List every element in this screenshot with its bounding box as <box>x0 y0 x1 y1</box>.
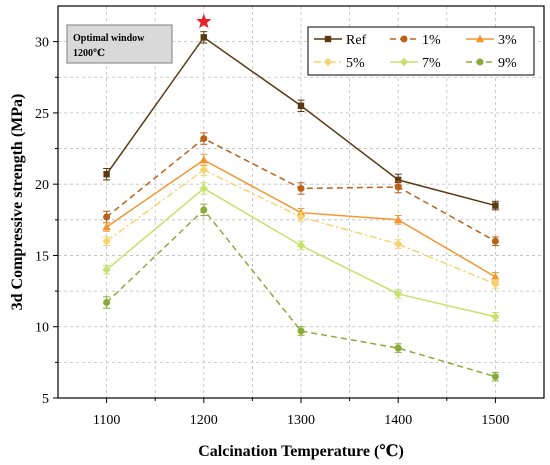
data-point <box>399 57 409 67</box>
series-1 <box>103 132 499 246</box>
data-point <box>492 202 499 209</box>
series-3 <box>102 163 500 289</box>
data-point <box>323 57 333 67</box>
data-point <box>199 155 208 164</box>
data-point <box>394 239 403 249</box>
data-point <box>297 102 305 109</box>
series-line <box>106 208 496 378</box>
data-point <box>394 183 402 191</box>
star-icon <box>196 13 212 29</box>
y-tick-label: 10 <box>35 321 49 336</box>
legend-item: Ref <box>314 33 367 48</box>
y-axis: 5 10 15 20 25 30 <box>35 36 58 407</box>
data-point <box>200 206 208 214</box>
y-tick-label: 5 <box>42 392 49 407</box>
data-point <box>476 58 484 66</box>
x-tick-label: 1400 <box>384 413 412 428</box>
data-point <box>199 165 208 175</box>
legend-label: 3% <box>498 33 517 48</box>
data-point <box>199 184 208 193</box>
legend-label: 9% <box>498 56 517 71</box>
x-axis-title: Calcination Temperature (℃) <box>198 443 404 460</box>
data-point <box>394 344 402 352</box>
data-point <box>296 212 306 222</box>
y-tick-label: 25 <box>35 107 49 122</box>
data-point <box>395 176 402 184</box>
y-axis-title: 3d Compressive strength (MPa) <box>9 94 26 311</box>
data-point <box>102 265 111 274</box>
annotation-box <box>66 24 173 64</box>
legend-item: 5% <box>314 56 365 71</box>
x-axis: 1100 1200 1300 1400 1500 <box>93 398 509 428</box>
legend-label: 5% <box>346 56 365 71</box>
y-tick-label: 15 <box>35 249 49 264</box>
data-point <box>324 35 332 43</box>
data-point <box>296 241 306 250</box>
series-0 <box>103 31 499 211</box>
annotation-line2: 1200℃ <box>73 48 105 59</box>
series-5 <box>103 203 499 382</box>
data-point <box>475 34 485 43</box>
data-point <box>394 215 403 224</box>
legend-item: 1% <box>390 33 441 48</box>
data-point <box>394 289 403 299</box>
x-tick-label: 1200 <box>190 413 218 428</box>
legend: Ref 1% 3% 5% 7% 9% <box>307 26 535 76</box>
legend-label: 1% <box>422 33 441 48</box>
x-tick-label: 1100 <box>93 413 120 428</box>
data-point <box>400 35 408 43</box>
series-layer <box>102 31 500 382</box>
data-point <box>103 213 111 221</box>
data-point <box>200 135 208 143</box>
legend-label: 7% <box>422 56 441 71</box>
y-tick-label: 30 <box>35 36 49 51</box>
data-point <box>491 312 500 321</box>
x-tick-label: 1300 <box>287 413 315 428</box>
data-point <box>102 222 111 231</box>
legend-item: 9% <box>466 56 517 71</box>
x-tick-label: 1500 <box>481 413 509 428</box>
legend-label: Ref <box>346 33 367 48</box>
y-tick-label: 20 <box>35 178 49 193</box>
data-point <box>491 279 500 289</box>
data-point <box>103 171 110 178</box>
data-point <box>297 327 305 335</box>
legend-box <box>307 26 535 76</box>
data-point <box>297 184 305 192</box>
data-point <box>103 298 111 306</box>
data-point <box>491 237 499 245</box>
series-4 <box>102 182 500 322</box>
legend-item: 7% <box>390 56 441 71</box>
data-point <box>102 237 111 246</box>
data-point <box>200 34 207 41</box>
legend-item: 3% <box>466 33 517 48</box>
data-point <box>491 373 499 381</box>
annotation-line1: Optimal window <box>73 33 145 44</box>
optimal-window-annotation: Optimal window 1200℃ <box>66 24 173 64</box>
data-point <box>491 272 500 281</box>
